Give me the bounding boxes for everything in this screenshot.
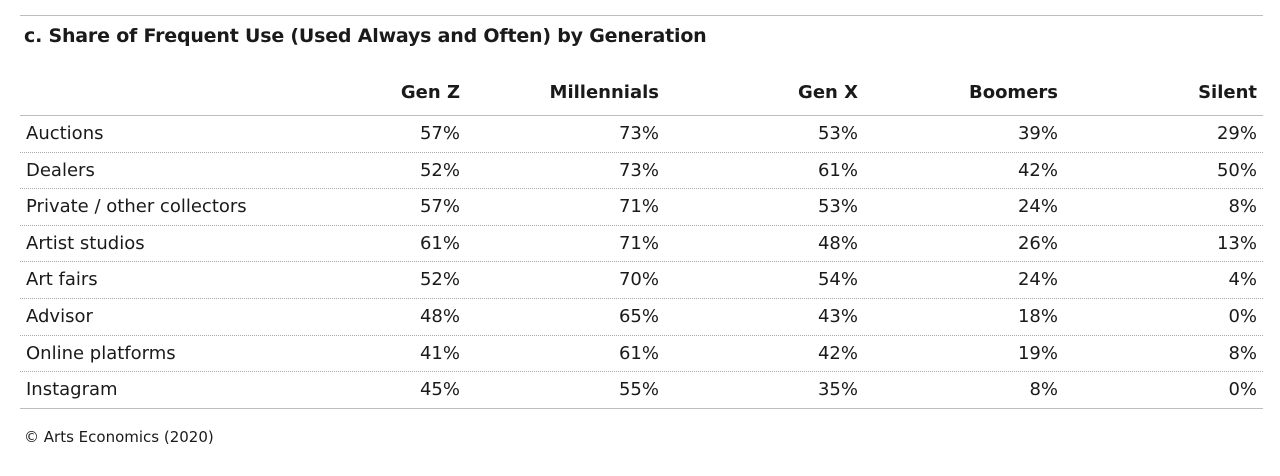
table-cell: 13% xyxy=(1216,232,1257,254)
table-cell: 24% xyxy=(1017,269,1058,291)
table-cell: 48% xyxy=(419,305,460,327)
table-cell: 61% xyxy=(419,232,460,254)
table-cell: 54% xyxy=(817,269,858,291)
row-label: Advisor xyxy=(26,305,93,327)
table-cell: 65% xyxy=(618,305,659,327)
table-cell: 0% xyxy=(1228,305,1257,327)
table-cell: 48% xyxy=(817,232,858,254)
table-row: Artist studios 61% 71% 48% 26% 13% xyxy=(20,226,1263,263)
table-cell: 0% xyxy=(1228,379,1257,401)
table-body: Auctions 57% 73% 53% 39% 29% Dealers 52% 73% 61% 4… xyxy=(20,116,1263,409)
table-cell: 57% xyxy=(419,123,460,144)
data-table: Gen Z Millennials Gen X Boomers Silent A… xyxy=(20,73,1263,409)
row-label: Artist studios xyxy=(26,232,145,254)
table-cell: 73% xyxy=(618,123,659,144)
row-label: Online platforms xyxy=(26,342,176,364)
table-cell: 61% xyxy=(817,159,858,181)
table-cell: 4% xyxy=(1228,269,1257,291)
table-cell: 50% xyxy=(1216,159,1257,181)
table-row: Online platforms 41% 61% 42% 19% 8% xyxy=(20,336,1263,373)
row-label: Auctions xyxy=(26,123,104,144)
table-cell: 53% xyxy=(817,123,858,144)
table-cell: 45% xyxy=(419,379,460,401)
table-header-row: Gen Z Millennials Gen X Boomers Silent xyxy=(20,73,1263,116)
table-cell: 8% xyxy=(1228,196,1257,218)
top-rule xyxy=(20,15,1263,16)
column-header-boomers: Boomers xyxy=(968,82,1058,103)
table-cell: 43% xyxy=(817,305,858,327)
table-cell: 55% xyxy=(618,379,659,401)
row-label: Dealers xyxy=(26,159,95,181)
row-label: Instagram xyxy=(26,379,118,401)
table-cell: 42% xyxy=(817,342,858,364)
table-row: Auctions 57% 73% 53% 39% 29% xyxy=(20,116,1263,153)
table-row: Dealers 52% 73% 61% 42% 50% xyxy=(20,153,1263,190)
table-cell: 8% xyxy=(1029,379,1058,401)
table-cell: 61% xyxy=(618,342,659,364)
table-cell: 71% xyxy=(618,196,659,218)
table-cell: 19% xyxy=(1017,342,1058,364)
table-cell: 26% xyxy=(1017,232,1058,254)
column-header-gen-x: Gen X xyxy=(798,82,858,103)
table-row: Advisor 48% 65% 43% 18% 0% xyxy=(20,299,1263,336)
table-cell: 41% xyxy=(419,342,460,364)
row-label: Art fairs xyxy=(26,269,98,291)
table-cell: 42% xyxy=(1017,159,1058,181)
table-cell: 73% xyxy=(618,159,659,181)
column-header-gen-z: Gen Z xyxy=(400,82,460,103)
table-cell: 57% xyxy=(419,196,460,218)
table-cell: 18% xyxy=(1017,305,1058,327)
table-cell: 70% xyxy=(618,269,659,291)
table-cell: 52% xyxy=(419,269,460,291)
table-cell: 29% xyxy=(1216,123,1257,144)
source-credit: © Arts Economics (2020) xyxy=(24,428,214,446)
table-cell: 39% xyxy=(1017,123,1058,144)
table-cell: 52% xyxy=(419,159,460,181)
table-title: c. Share of Frequent Use (Used Always an… xyxy=(24,25,707,47)
table-cell: 8% xyxy=(1228,342,1257,364)
table-row: Art fairs 52% 70% 54% 24% 4% xyxy=(20,262,1263,299)
column-header-millennials: Millennials xyxy=(549,82,659,103)
row-label: Private / other collectors xyxy=(26,196,247,218)
table-row: Instagram 45% 55% 35% 8% 0% xyxy=(20,372,1263,409)
table-cell: 71% xyxy=(618,232,659,254)
table-cell: 24% xyxy=(1017,196,1058,218)
table-cell: 35% xyxy=(817,379,858,401)
table-row: Private / other collectors 57% 71% 53% 24% 8% xyxy=(20,189,1263,226)
table-cell: 53% xyxy=(817,196,858,218)
column-header-silent: Silent xyxy=(1198,82,1257,103)
